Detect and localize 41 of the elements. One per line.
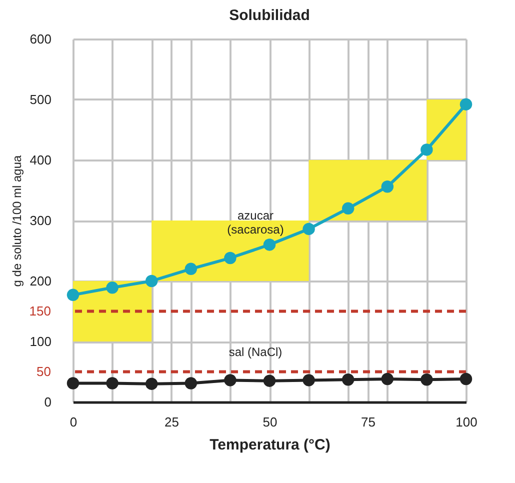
point [145, 378, 158, 390]
point [342, 374, 354, 386]
y-tick-label: 300 [30, 213, 52, 228]
point [66, 377, 80, 390]
point [145, 274, 158, 288]
point [420, 144, 433, 156]
x-tick-label: 25 [164, 414, 179, 430]
y-tick-label: 500 [30, 92, 52, 107]
series-label: sal (NaCl) [228, 344, 282, 359]
point [263, 238, 276, 251]
point [302, 222, 315, 236]
y-tick-label: 200 [30, 274, 52, 288]
y-tick-label: 600 [30, 32, 52, 46]
point [184, 377, 198, 390]
y-tick-label: 400 [30, 152, 52, 168]
x-axis-title: Temperatura (°C) [210, 436, 330, 454]
point [106, 377, 118, 390]
ref-line-label: 50 [36, 364, 51, 379]
y-tick-label: 100 [30, 334, 52, 349]
ref-line-label: 150 [29, 303, 51, 318]
y-axis-title: g de soluto /100 ml agua [10, 154, 24, 287]
point [302, 374, 315, 386]
point [106, 282, 118, 294]
point [420, 374, 433, 386]
point [66, 288, 80, 302]
point [460, 98, 472, 110]
x-tick-label: 100 [456, 414, 478, 430]
point [263, 374, 276, 387]
point [460, 372, 472, 386]
chart-title: Solubilidad [229, 7, 310, 24]
point [381, 372, 394, 386]
point [224, 374, 236, 386]
point [184, 262, 198, 276]
x-tick-label: 75 [361, 414, 376, 430]
series-label: azucar (sacarosa) [227, 208, 284, 237]
point [381, 180, 394, 193]
x-tick-label: 50 [262, 414, 278, 430]
y-tick-label: 0 [44, 394, 52, 410]
point [224, 252, 236, 264]
x-tick-label: 0 [70, 414, 78, 430]
point [342, 202, 354, 215]
